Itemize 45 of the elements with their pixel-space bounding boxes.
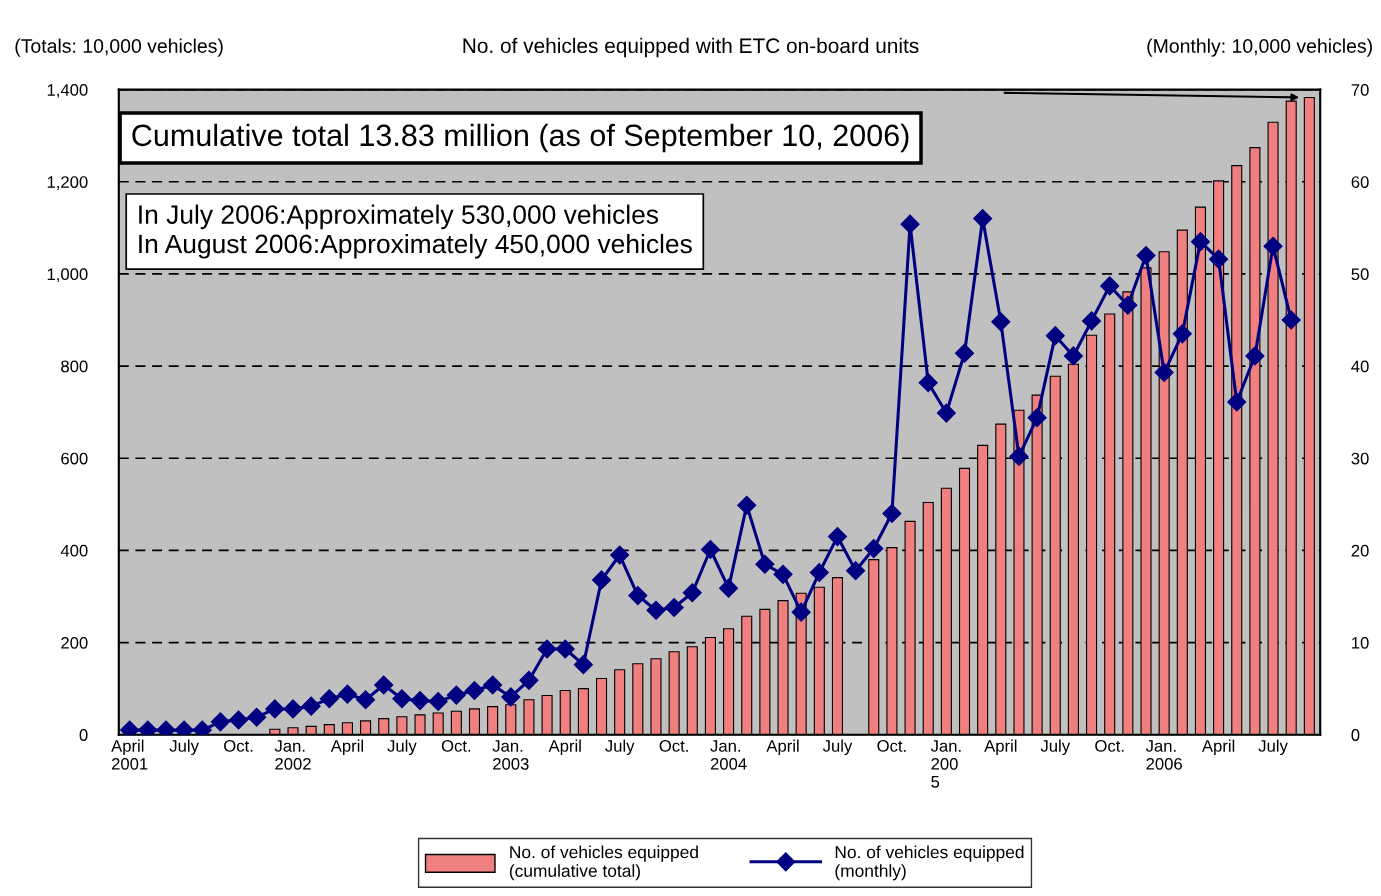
x-tick-label: July (822, 739, 853, 756)
y2-axis-title: (Monthly: 10,000 vehicles) (1147, 38, 1372, 57)
y-tick-label: 1,000 (47, 268, 88, 283)
y-tick-label: 0 (79, 729, 88, 741)
x-tick-label: July (169, 739, 199, 756)
x-tick-label: April 2001 (111, 739, 148, 770)
x-tick-label: July (1040, 739, 1071, 756)
x-tick-label: Oct. (224, 740, 253, 752)
y2-tick-label: 0 (1351, 729, 1360, 741)
annotation: In July 2006:Approximately 530,000 vehicles In August 2006:Approximately 450,000 vehicles (139, 204, 692, 259)
y-tick-label: 1,400 (47, 84, 88, 98)
chart-title: No. of vehicles equipped with ETC on-board units (463, 37, 919, 58)
x-tick-label: Jan. 2003 (492, 740, 529, 770)
x-tick-label: Oct. (659, 740, 688, 752)
x-tick-label: April (330, 739, 363, 756)
y-tick-label: 200 (61, 636, 88, 649)
y2-tick-label: 70 (1351, 84, 1369, 96)
y2-tick-label: 50 (1351, 268, 1369, 281)
x-tick-label: Jan. 200 5 (930, 740, 961, 788)
x-tick-label: April (548, 739, 581, 756)
y2-tick-label: 30 (1351, 452, 1369, 465)
y-tick-label: 600 (61, 452, 88, 465)
x-tick-label: April (766, 739, 799, 756)
x-tick-label: July (1258, 739, 1288, 756)
x-tick-label: Oct. (877, 740, 906, 752)
x-tick-label: Jan. 2004 (710, 740, 747, 770)
x-tick-label: April (984, 739, 1017, 756)
x-tick-label: April (1201, 739, 1235, 756)
y-axis-title: (Totals: 10,000 vehicles) (15, 38, 223, 57)
y2-tick-label: 10 (1352, 636, 1369, 649)
y2-tick-label: 40 (1351, 360, 1369, 373)
legend-label: No. of vehicles equipped (cumulative total) (509, 845, 698, 881)
legend-label: No. of vehicles equipped (monthly) (835, 845, 1024, 881)
x-tick-label: Jan. 2006 (1145, 740, 1182, 770)
y-tick-label: 400 (60, 544, 88, 557)
y-tick-label: 1,200 (47, 176, 88, 190)
y-tick-label: 800 (61, 360, 88, 373)
x-tick-label: July (387, 739, 417, 756)
x-tick-label: July (605, 739, 635, 756)
annotation: Cumulative total 13.83 million (as of September 10, 2006) (132, 123, 909, 153)
x-tick-label: Jan. 2002 (274, 740, 311, 770)
y2-tick-label: 20 (1351, 544, 1369, 557)
x-tick-label: Oct. (441, 740, 471, 752)
y2-tick-label: 60 (1351, 176, 1369, 188)
x-tick-label: Oct. (1095, 740, 1124, 752)
